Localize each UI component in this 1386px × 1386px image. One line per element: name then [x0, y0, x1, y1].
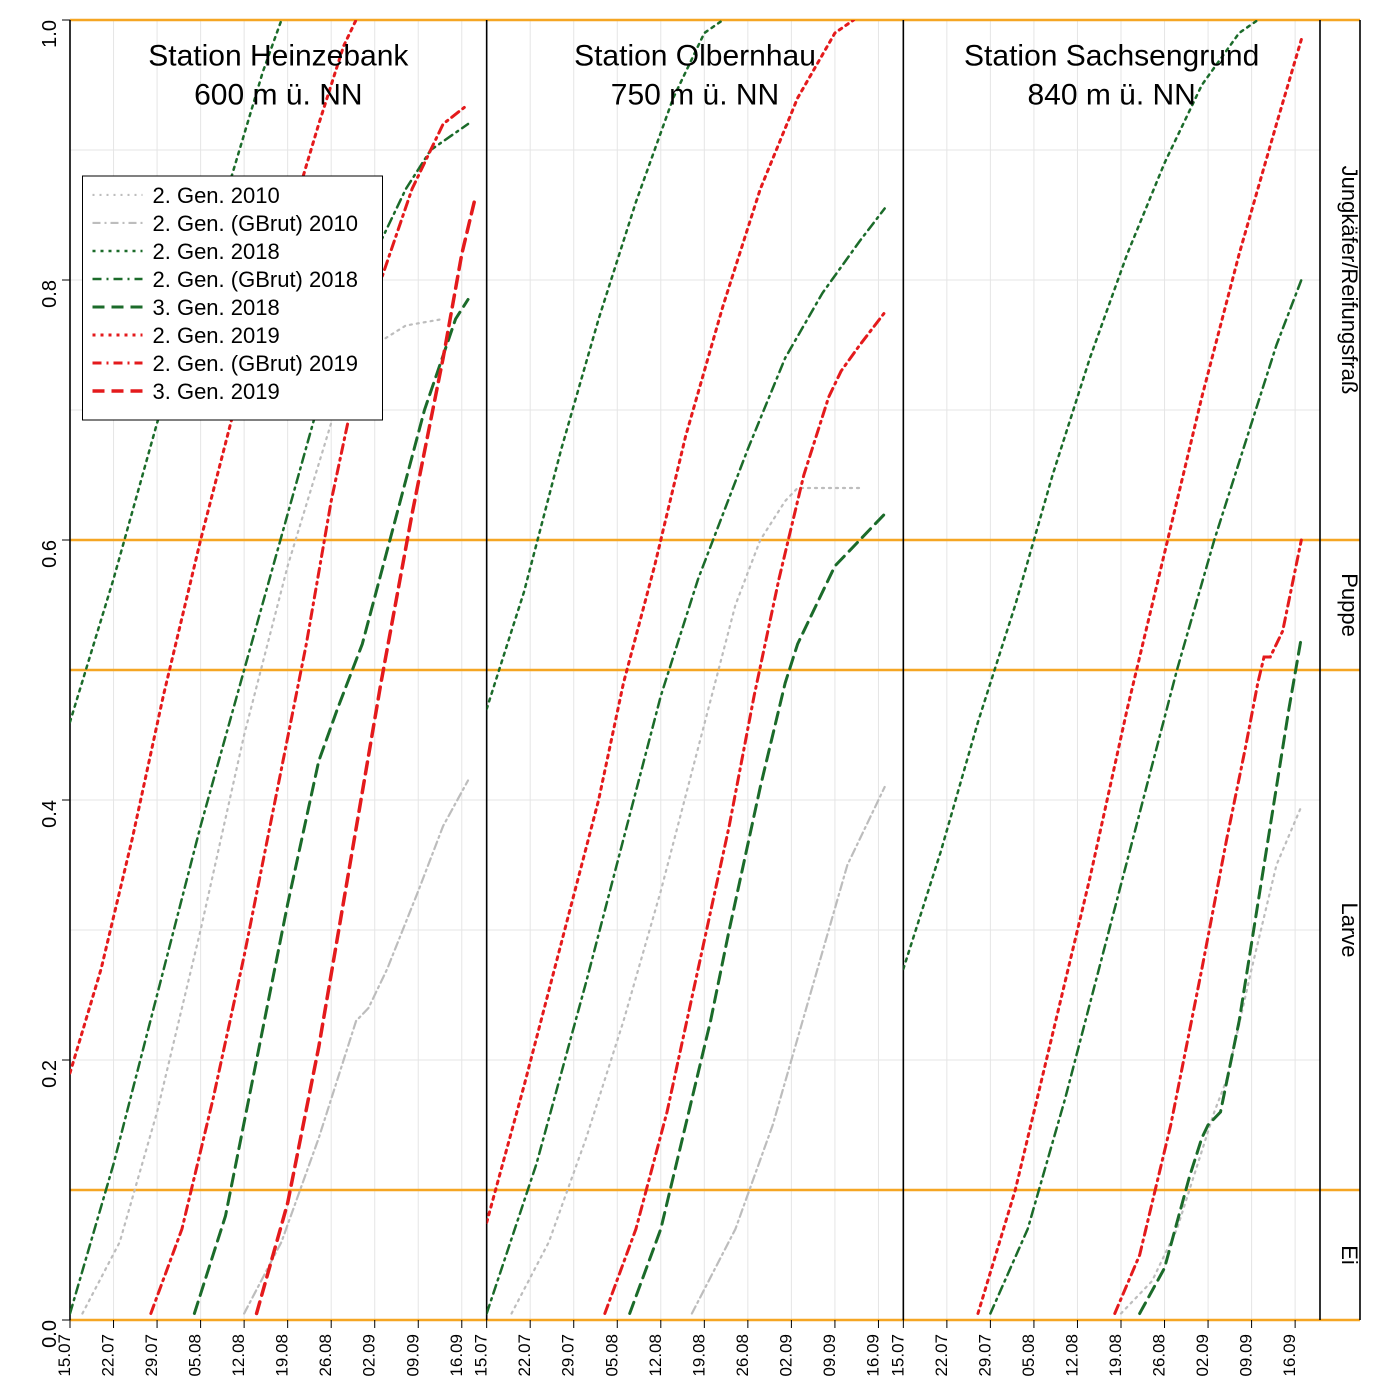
- multi-panel-line-chart: Station Heinzebank 600 m ü. NN Station Olb…: [0, 0, 1386, 1386]
- x-tick-label: 19.08: [1106, 1334, 1125, 1377]
- x-tick-label: 22.07: [99, 1334, 118, 1377]
- x-tick-label: 16.09: [1280, 1334, 1299, 1377]
- legend-label: 3. Gen. 2018: [153, 295, 280, 320]
- x-tick-label: 09.09: [1237, 1334, 1256, 1377]
- x-tick-label: 12.08: [229, 1334, 248, 1377]
- legend: 2. Gen. 2010 2. Gen. (GBrut) 2010 2. Gen. …: [83, 176, 383, 420]
- x-tick-label: 09.09: [820, 1334, 839, 1377]
- x-tick-label: 22.07: [515, 1334, 534, 1377]
- legend-label: 2. Gen. 2019: [153, 323, 280, 348]
- panel-title-line2: 600 m ü. NN: [194, 79, 362, 112]
- stage-label: Jungkäfer/Reifungsfraß: [1337, 166, 1362, 395]
- y-tick-label: 0.2: [39, 1060, 61, 1088]
- legend-label: 2. Gen. 2010: [153, 183, 280, 208]
- y-tick-label: 0.4: [39, 800, 61, 828]
- x-tick-label: 29.07: [142, 1334, 161, 1377]
- x-tick-label: 02.09: [776, 1334, 795, 1377]
- panel-title-line2: 840 m ü. NN: [1027, 79, 1195, 112]
- x-tick-label: 02.09: [360, 1334, 379, 1377]
- x-tick-label: 19.08: [273, 1334, 292, 1377]
- legend-label: 2. Gen. (GBrut) 2018: [153, 267, 358, 292]
- x-tick-label: 12.08: [646, 1334, 665, 1377]
- legend-label: 2. Gen. 2018: [153, 239, 280, 264]
- x-tick-label: 05.08: [602, 1334, 621, 1377]
- x-tick-label: 29.07: [559, 1334, 578, 1377]
- x-tick-label: 26.08: [316, 1334, 335, 1377]
- panel-title-line1: Station Olbernhau: [574, 40, 816, 73]
- stage-label: Puppe: [1337, 573, 1362, 637]
- legend-label: 2. Gen. (GBrut) 2010: [153, 211, 358, 236]
- panel-title-line2: 750 m ü. NN: [611, 79, 779, 112]
- x-tick-label: 16.09: [863, 1334, 882, 1377]
- stage-label: Larve: [1337, 902, 1362, 957]
- x-tick-label: 15.07: [472, 1334, 491, 1377]
- x-tick-label: 29.07: [975, 1334, 994, 1377]
- x-tick-label: 02.09: [1193, 1334, 1212, 1377]
- x-tick-label: 09.09: [403, 1334, 422, 1377]
- x-tick-label: 26.08: [1150, 1334, 1169, 1377]
- x-tick-label: 19.08: [689, 1334, 708, 1377]
- x-tick-label: 16.09: [447, 1334, 466, 1377]
- x-tick-label: 15.07: [888, 1334, 907, 1377]
- x-tick-label: 05.08: [1019, 1334, 1038, 1377]
- panel-title-line1: Station Sachsengrund: [964, 40, 1259, 73]
- x-tick-label: 15.07: [55, 1334, 74, 1377]
- y-tick-label: 0.8: [39, 280, 61, 308]
- panel-title-line1: Station Heinzebank: [148, 40, 409, 73]
- x-tick-label: 05.08: [186, 1334, 205, 1377]
- x-tick-label: 12.08: [1062, 1334, 1081, 1377]
- y-tick-label: 0.6: [39, 540, 61, 568]
- x-tick-label: 26.08: [733, 1334, 752, 1377]
- x-tick-label: 22.07: [932, 1334, 951, 1377]
- stage-label: Ei: [1337, 1245, 1362, 1265]
- y-tick-label: 1.0: [39, 20, 61, 48]
- legend-label: 2. Gen. (GBrut) 2019: [153, 351, 358, 376]
- legend-label: 3. Gen. 2019: [153, 379, 280, 404]
